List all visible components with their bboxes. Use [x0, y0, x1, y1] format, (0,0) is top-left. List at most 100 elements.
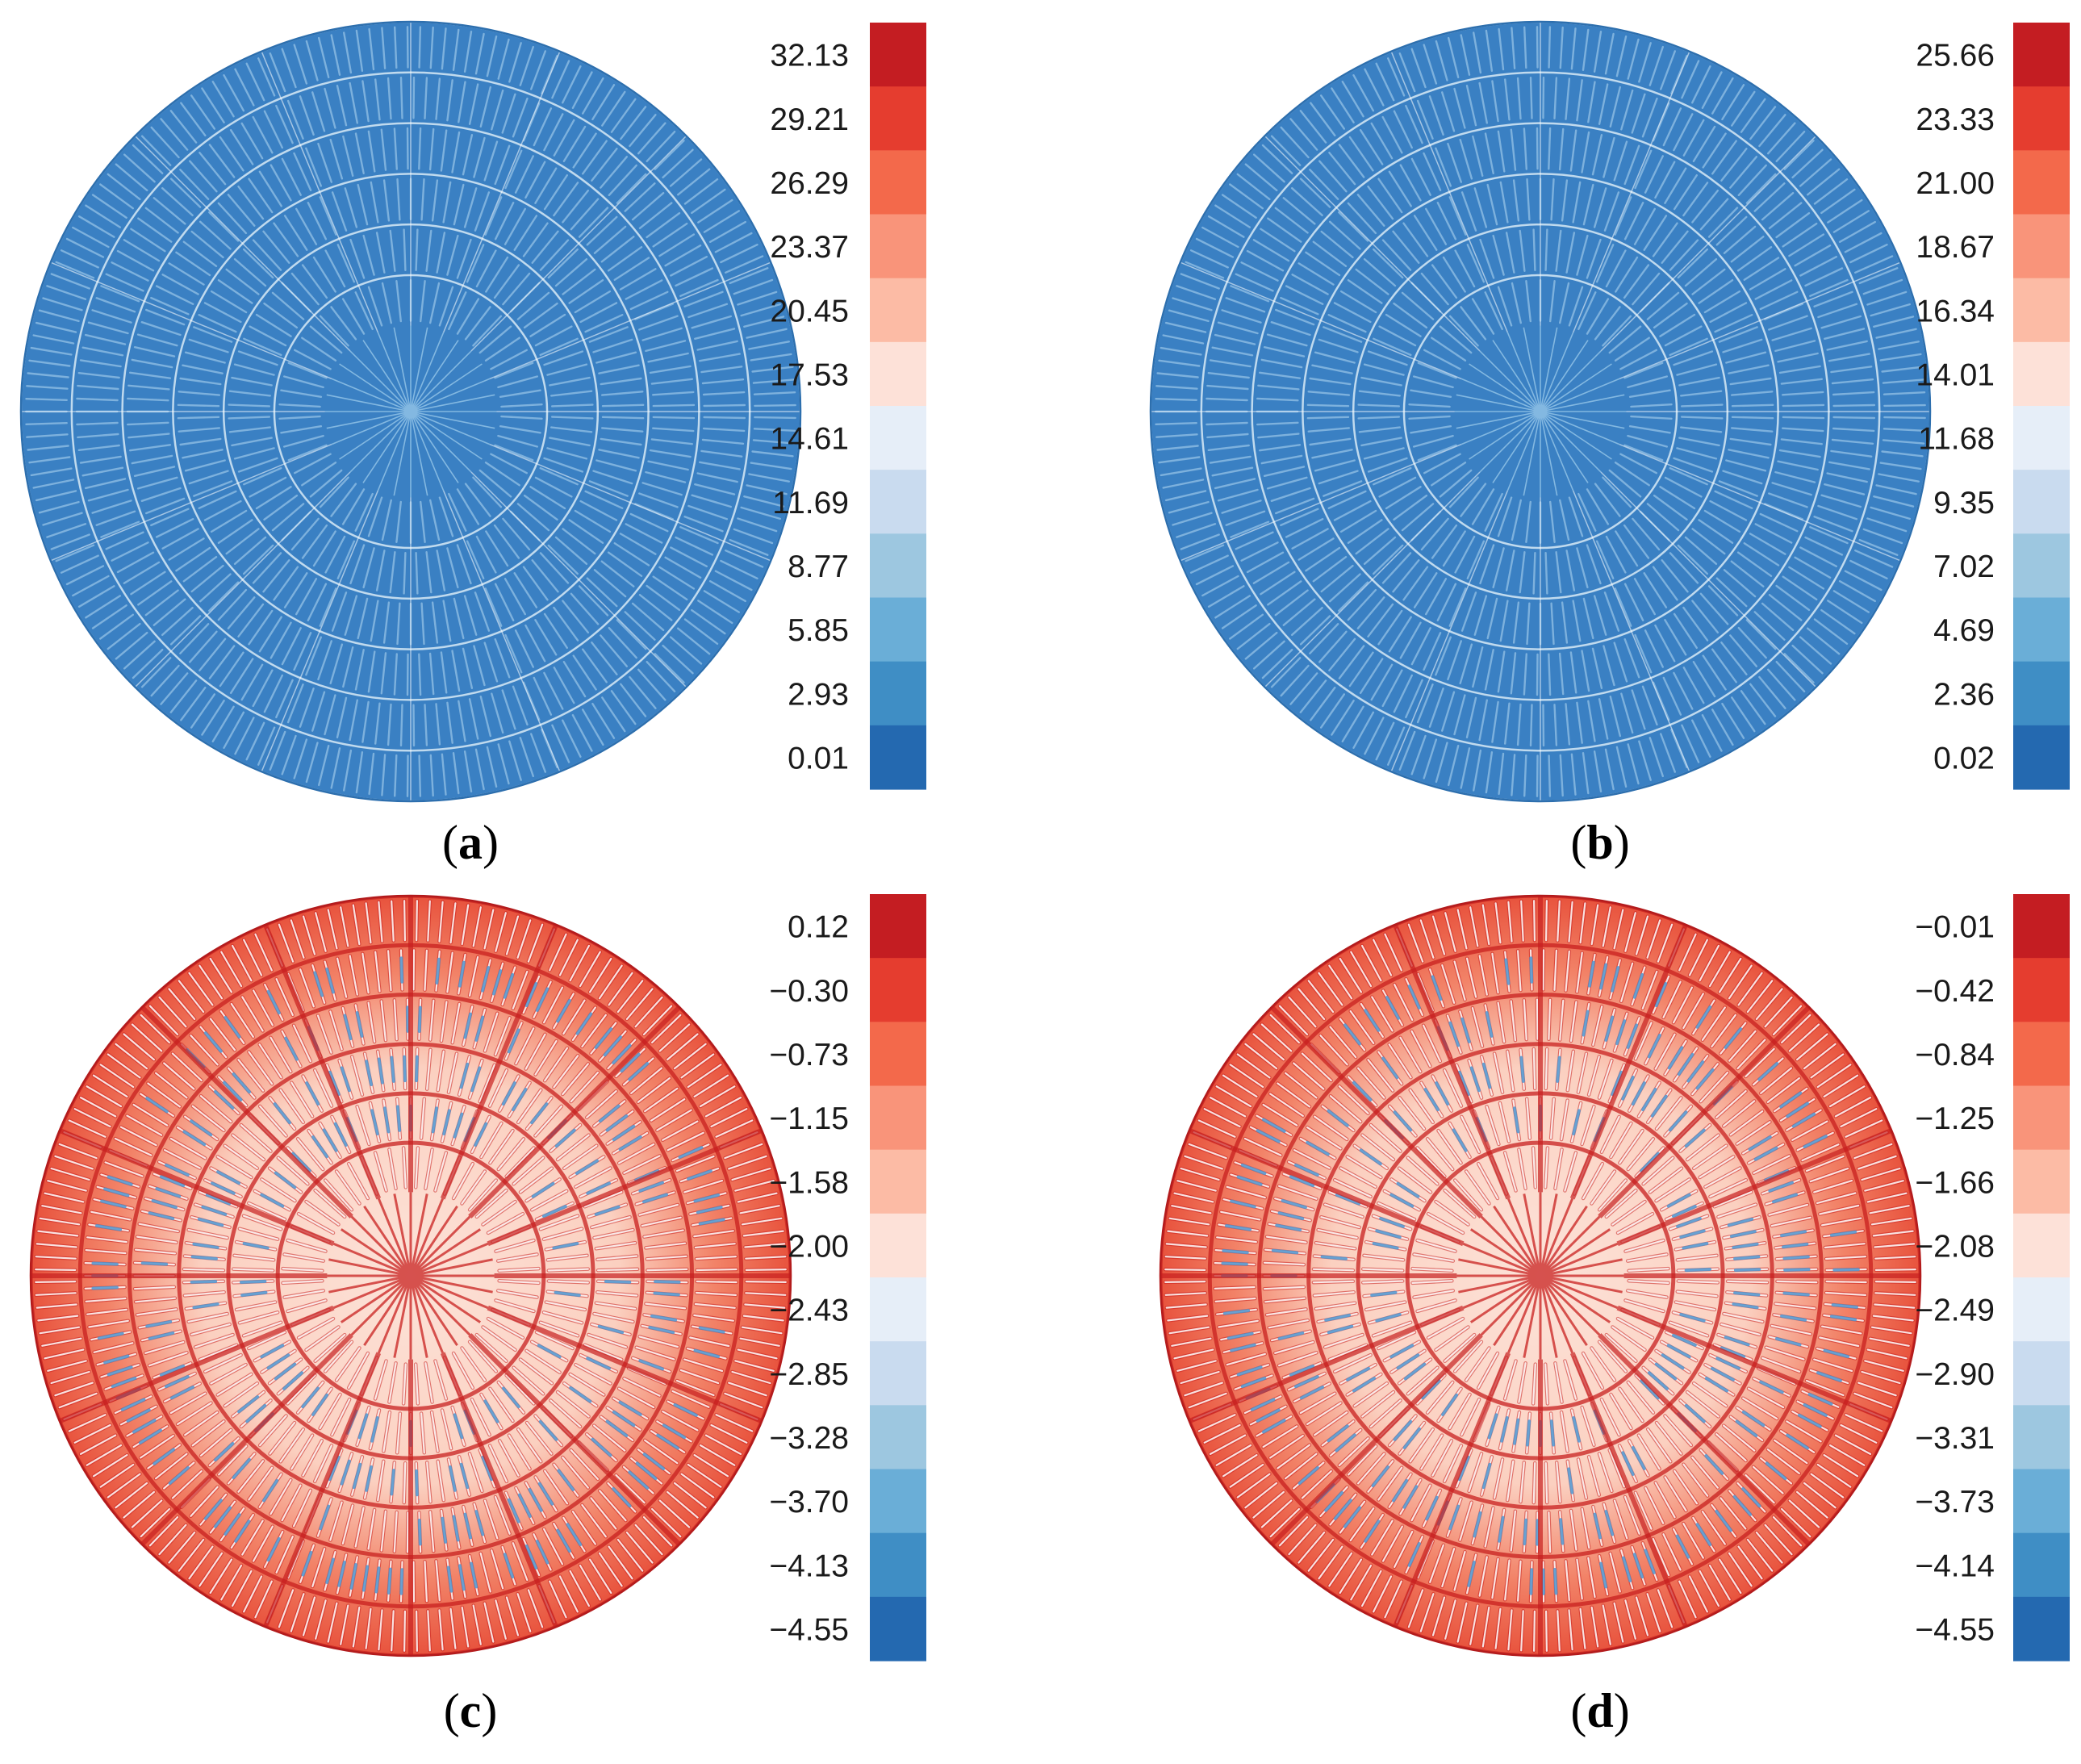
colorbar-tick-label: −2.49: [1915, 1294, 1995, 1328]
panel-d: −0.01 −0.42 −0.84 −1.25 −1.66 −2.08 −2.49 −2.90…: [1159, 894, 2070, 1737]
colorbar-segment: [2013, 661, 2070, 726]
colorbar-tick-label: 14.61: [770, 422, 849, 457]
panel-caption-b: (b): [1570, 816, 1629, 869]
caption-letter-c: c: [460, 1684, 482, 1737]
colorbar-tick-label: 20.45: [770, 294, 849, 328]
colorbar-tick-label: −0.01: [1915, 910, 1995, 945]
colorbar-tick-label: −1.58: [769, 1165, 849, 1200]
contour-disk-a: [19, 20, 802, 803]
colorbar-segment: [2013, 1022, 2070, 1087]
colorbar-segment: [870, 150, 926, 215]
colorbar-segment: [2013, 533, 2070, 599]
panel-caption-c: (c): [444, 1684, 498, 1737]
colorbar-segment: [2013, 23, 2070, 87]
disk-pattern: [1151, 22, 1930, 801]
panel-caption-a: (a): [442, 816, 499, 869]
colorbar-tick-label: −3.31: [1915, 1421, 1995, 1456]
colorbar-segment: [2013, 1532, 2070, 1598]
contour-disk-b: [1149, 20, 1932, 803]
colorbar-tick-label: 32.13: [770, 39, 849, 73]
colorbar-d: [2013, 894, 2070, 1662]
colorbar-segment: [870, 23, 926, 87]
disk-pattern: [21, 22, 800, 801]
colorbar-segment: [870, 1213, 926, 1278]
colorbar-tick-label: −3.70: [769, 1485, 849, 1519]
colorbar-segment: [2013, 1405, 2070, 1470]
colorbar-tick-label: 23.37: [770, 230, 849, 265]
disk-outline: [1149, 20, 1932, 803]
colorbar-segment: [870, 597, 926, 663]
colorbar-segment: [870, 278, 926, 343]
disk-outline: [29, 894, 792, 1657]
colorbar-segment: [870, 1149, 926, 1214]
colorbar-segment: [2013, 1085, 2070, 1151]
colorbar-tick-label: −1.66: [1915, 1165, 1995, 1200]
colorbar-segment: [2013, 958, 2070, 1022]
colorbar-segment: [870, 1022, 926, 1087]
colorbar-segment: [2013, 406, 2070, 470]
colorbar-tick-label: −2.00: [769, 1229, 849, 1264]
caption-letter-a: a: [458, 816, 483, 869]
colorbar-ticks-b: 25.66 23.33 21.00 18.67 16.34 14.01 11.68 9.35 7…: [1916, 39, 1995, 776]
colorbar-tick-label: −2.08: [1915, 1229, 1995, 1264]
colorbar-tick-label: 0.12: [788, 910, 849, 945]
colorbar-segment: [2013, 1213, 2070, 1278]
colorbar-ticks-a: 32.13 29.21 26.29 23.37 20.45 17.53 14.61 11.69…: [770, 39, 849, 776]
colorbar-segment: [870, 341, 926, 407]
contour-disk-d: [1159, 894, 1922, 1657]
colorbar-tick-label: 21.00: [1916, 166, 1995, 201]
contour-disk-c: [29, 894, 792, 1657]
colorbar-a: [870, 23, 926, 790]
colorbar-tick-label: 5.85: [788, 613, 849, 648]
colorbar-segment: [870, 1532, 926, 1598]
colorbar-tick-label: 8.77: [788, 550, 849, 584]
colorbar-tick-label: 14.01: [1916, 357, 1995, 392]
caption-letter-b: b: [1586, 816, 1613, 869]
colorbar-tick-label: −2.85: [769, 1357, 849, 1392]
colorbar-segment: [2013, 86, 2070, 151]
colorbar-tick-label: 17.53: [770, 357, 849, 392]
colorbar-segment: [2013, 1596, 2070, 1662]
panel-caption-d: (d): [1570, 1684, 1629, 1737]
colorbar-segment: [870, 214, 926, 279]
colorbar-segment: [2013, 1277, 2070, 1342]
colorbar-ticks-c: 0.12 −0.30 −0.73 −1.15 −1.58 −2.00 −2.43 −2.85 −…: [769, 910, 849, 1648]
colorbar-segment: [870, 1277, 926, 1342]
colorbar-tick-label: 11.69: [772, 486, 849, 520]
colorbar-tick-label: 25.66: [1916, 39, 1995, 73]
colorbar-tick-label: 23.33: [1916, 102, 1995, 137]
colorbar-tick-label: 0.02: [1933, 741, 1995, 775]
colorbar-tick-label: 2.36: [1933, 677, 1995, 712]
colorbar-tick-label: −1.15: [769, 1101, 849, 1136]
colorbar-tick-label: 29.21: [770, 102, 849, 137]
colorbar-segment: [2013, 597, 2070, 663]
colorbar-segment: [870, 1085, 926, 1151]
caption-letter-d: d: [1586, 1684, 1613, 1737]
colorbar-segment: [870, 958, 926, 1022]
colorbar-tick-label: −4.55: [769, 1612, 849, 1647]
disk-outline: [19, 20, 802, 803]
colorbar-tick-label: −3.73: [1915, 1485, 1995, 1519]
colorbar-segment: [2013, 725, 2070, 790]
colorbar-segment: [2013, 470, 2070, 534]
colorbar-segment: [2013, 1149, 2070, 1214]
colorbar-segment: [2013, 150, 2070, 215]
colorbar-segment: [2013, 341, 2070, 407]
colorbar-tick-label: −0.42: [1915, 974, 1995, 1009]
colorbar-tick-label: −4.13: [769, 1549, 849, 1583]
colorbar-tick-label: 2.93: [788, 677, 849, 712]
colorbar-ticks-d: −0.01 −0.42 −0.84 −1.25 −1.66 −2.08 −2.49 −2.90…: [1915, 910, 1995, 1648]
colorbar-c: [870, 894, 926, 1662]
colorbar-tick-label: −0.30: [769, 974, 849, 1009]
colorbar-tick-label: 18.67: [1916, 230, 1995, 265]
colorbar-segment: [870, 725, 926, 790]
disk-pattern: [31, 896, 791, 1656]
colorbar-tick-label: −0.84: [1915, 1038, 1995, 1072]
colorbar-tick-label: 11.68: [1918, 422, 1995, 457]
disk-outline: [1159, 894, 1922, 1657]
disk-pattern: [1160, 896, 1920, 1656]
colorbar-segment: [870, 661, 926, 726]
colorbar-tick-label: 9.35: [1933, 486, 1995, 520]
colorbar-segment: [2013, 278, 2070, 343]
colorbar-segment: [870, 1341, 926, 1406]
